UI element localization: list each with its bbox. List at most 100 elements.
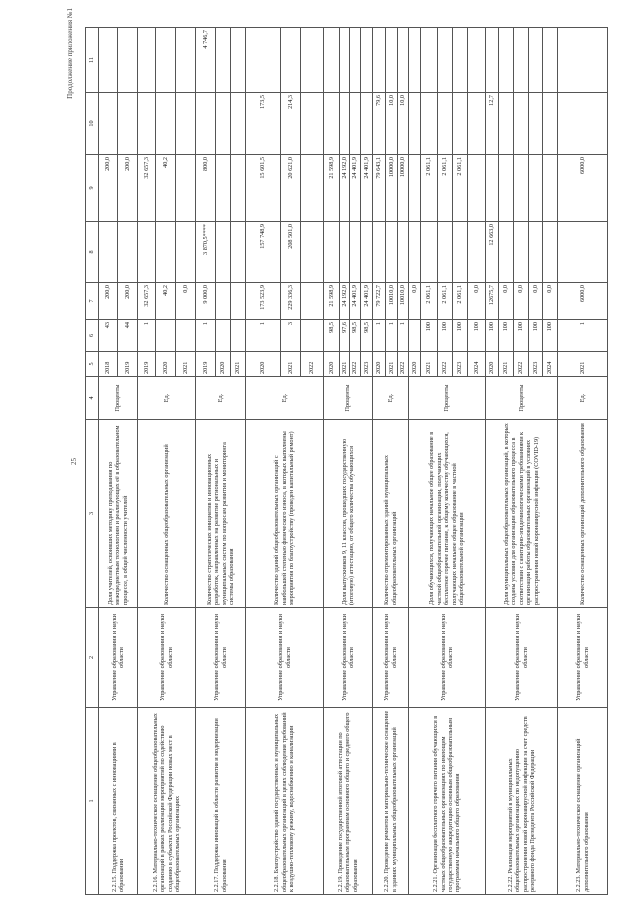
value-cell-11 (467, 27, 486, 93)
value-cell-8 (349, 221, 361, 283)
value-cell-6: 98,5 (323, 319, 340, 352)
table-row: 2.2.16. Материально-техническое оснащени… (137, 27, 196, 895)
value-cell-11 (542, 27, 558, 93)
responsible-executor: Управление образования и науки области (485, 607, 558, 708)
year-cell: 2020 (245, 351, 281, 377)
year-cell: 2019 (195, 351, 216, 377)
page-number: 25 (70, 458, 78, 465)
year-cell: 2019 (117, 351, 138, 377)
responsible-executor: Управление образования и науки области (98, 607, 138, 708)
column-number-10: 10 (85, 92, 99, 155)
indicator-name: Количество оснащенных общеобразовательны… (137, 419, 196, 608)
value-cell-9: 79 643,1 (372, 154, 386, 222)
value-cell-6: 1 (557, 319, 608, 352)
value-cell-6 (230, 319, 246, 352)
indicator-name: Доля обучающихся, получающих начальное о… (408, 419, 486, 608)
indicator-name: Количество оснащенных организаций дополн… (557, 419, 608, 608)
value-cell-10 (215, 92, 231, 155)
value-cell-7: 10010,0 (397, 282, 409, 320)
value-cell-6: 100 (542, 319, 558, 352)
unit-of-measure: Ед. (195, 376, 246, 420)
year-cell: 2021 (498, 351, 514, 377)
responsible-executor: Управление образования и науки области (408, 607, 486, 708)
value-cell-9: 2 061,1 (452, 154, 468, 222)
value-cell-9 (498, 154, 514, 222)
value-cell-11 (420, 27, 438, 93)
value-cell-7: 21 598,9 (323, 282, 340, 320)
year-cell: 2020 (323, 351, 340, 377)
unit-of-measure: Проценты (408, 376, 486, 420)
year-cell: 2023 (360, 351, 373, 377)
unit-of-measure: Проценты (485, 376, 558, 420)
value-cell-7: 12675,7 (485, 282, 499, 320)
table-row: 2.2.19. Проведение государственной итого… (323, 27, 373, 895)
responsible-executor: Управление образования и науки области (372, 607, 409, 708)
value-cell-7 (300, 282, 324, 320)
value-cell-7: 24 401,9 (360, 282, 373, 320)
value-cell-11 (385, 27, 398, 93)
value-cell-6 (300, 319, 324, 352)
value-cell-10 (155, 92, 176, 155)
unit-of-measure: Ед. (372, 376, 409, 420)
column-number-11: 11 (85, 27, 99, 93)
year-cell: 2022 (349, 351, 361, 377)
value-cell-10 (349, 92, 361, 155)
value-cell-8 (528, 221, 543, 283)
value-cell-8: 3 870,5**** (195, 221, 216, 283)
table-row: 2.2.15. Поддержка проектов, связанных с … (98, 27, 138, 895)
value-cell-8 (300, 221, 324, 283)
value-cell-8: 157 748,9 (245, 221, 281, 283)
value-cell-6: 1 (137, 319, 156, 352)
indicator-name: Доля учителей, освоивших методику препод… (98, 419, 138, 608)
value-cell-7: 173 523,9 (245, 282, 281, 320)
program-measures-table: 1 2 3 4 5 6 7 8 9 10 11 2.2.15. Поддержка проектов,… (85, 27, 608, 895)
value-cell-6: 100 (467, 319, 486, 352)
table-row: 2.2.22. Реализация мероприятий в муницип… (485, 27, 558, 895)
value-cell-10 (300, 92, 324, 155)
table-row: 2.2.17. Поддержка инноваций в области ра… (195, 27, 246, 895)
value-cell-10 (542, 92, 558, 155)
responsible-executor: Управление образования и науки области (557, 607, 608, 708)
value-cell-11 (408, 27, 421, 93)
value-cell-7: 6000,0 (557, 282, 608, 320)
value-cell-6: 1 (372, 319, 386, 352)
value-cell-9: 32 657,3 (137, 154, 156, 222)
year-cell: 2021 (557, 351, 608, 377)
value-cell-10 (360, 92, 373, 155)
year-cell: 2020 (408, 351, 421, 377)
value-cell-11 (397, 27, 409, 93)
value-cell-6: 43 (98, 319, 118, 352)
unit-of-measure: Ед. (137, 376, 196, 420)
value-cell-10: 10,0 (385, 92, 398, 155)
unit-of-measure: Проценты (323, 376, 373, 420)
value-cell-6: 1 (245, 319, 281, 352)
value-cell-9: 10000,0 (397, 154, 409, 222)
year-cell: 2020 (155, 351, 176, 377)
value-cell-9 (408, 154, 421, 222)
value-cell-6 (215, 319, 231, 352)
year-cell: 2018 (98, 351, 118, 377)
value-cell-10 (528, 92, 543, 155)
value-cell-6: 100 (485, 319, 499, 352)
value-cell-11 (323, 27, 340, 93)
value-cell-10: 12,7 (485, 92, 499, 155)
value-cell-9: 24 192,0 (339, 154, 350, 222)
column-number-7: 7 (85, 282, 99, 320)
value-cell-10 (557, 92, 608, 155)
value-cell-6: 1 (195, 319, 216, 352)
value-cell-7 (215, 282, 231, 320)
value-cell-6: 44 (117, 319, 138, 352)
value-cell-11 (339, 27, 350, 93)
value-cell-10: 79,6 (372, 92, 386, 155)
value-cell-8 (230, 221, 246, 283)
column-number-8: 8 (85, 221, 99, 283)
value-cell-11 (498, 27, 514, 93)
value-cell-10 (230, 92, 246, 155)
value-cell-6: 100 (437, 319, 453, 352)
value-cell-9: 40,2 (155, 154, 176, 222)
value-cell-7: 0,0 (542, 282, 558, 320)
value-cell-6: 100 (498, 319, 514, 352)
unit-of-measure: Ед. (245, 376, 324, 420)
value-cell-7: 9 000,0 (195, 282, 216, 320)
column-number-6: 6 (85, 319, 99, 352)
